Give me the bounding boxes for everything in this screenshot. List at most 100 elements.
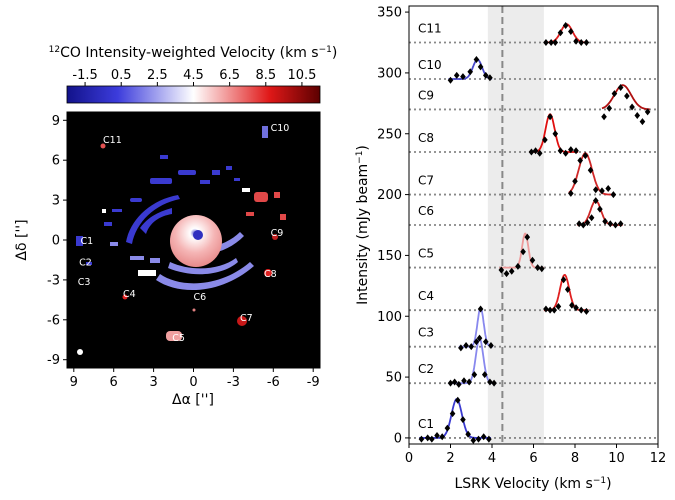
- data-point-c6: [597, 205, 603, 213]
- colorbar-tick-label: 0.5: [111, 68, 132, 83]
- data-point-c3: [473, 338, 480, 346]
- data-point-c5: [524, 233, 531, 241]
- colorbar-title: 12CO Intensity-weighted Velocity (km s−1…: [49, 45, 338, 61]
- y-tick-label: 350: [377, 6, 402, 21]
- data-point-c10: [487, 74, 493, 82]
- data-point-c1: [434, 431, 440, 439]
- data-point-c10: [467, 68, 474, 76]
- x-tick-label: 8: [571, 451, 579, 466]
- data-point-c10: [482, 71, 489, 79]
- data-point-c4: [578, 306, 585, 314]
- data-point-c7: [599, 187, 605, 195]
- map-y-label: Δδ ['']: [14, 219, 30, 260]
- data-point-c10: [447, 76, 454, 84]
- data-point-c1: [444, 424, 451, 432]
- data-point-c3: [477, 305, 484, 313]
- data-point-c8: [528, 148, 535, 156]
- data-point-c11: [552, 39, 559, 46]
- clump-label-c10: C10: [418, 58, 442, 72]
- data-point-c4: [573, 304, 579, 312]
- map-clump-label-c1: C1: [80, 236, 93, 247]
- data-point-c5: [508, 267, 515, 275]
- data-point-c2: [476, 334, 483, 342]
- clump-label-c6: C6: [418, 204, 434, 218]
- data-point-c2: [451, 378, 458, 386]
- data-point-c1: [449, 410, 456, 418]
- data-point-c10: [477, 63, 484, 71]
- map-y-tick-label: 3: [52, 194, 60, 209]
- data-point-c7: [610, 191, 617, 199]
- data-point-c9: [644, 108, 651, 116]
- map-x-label: Δα ['']: [172, 392, 214, 408]
- colorbar-gradient: [66, 85, 321, 104]
- data-point-c6: [580, 221, 587, 229]
- map-x-tick-label: 9: [70, 375, 78, 390]
- map-clump-label-c10: C10: [271, 123, 290, 134]
- fit-c4: [543, 273, 589, 312]
- data-point-c8: [573, 147, 579, 155]
- data-point-c11: [562, 21, 569, 29]
- data-point-c1: [454, 396, 461, 404]
- clump-label-c5: C5: [418, 247, 434, 261]
- map-clump-label-c8: C8: [264, 269, 277, 280]
- data-point-c1: [465, 430, 471, 438]
- data-point-c11: [583, 39, 590, 46]
- data-point-c4: [583, 307, 590, 315]
- data-point-c4: [543, 305, 549, 313]
- data-point-c8: [557, 147, 564, 155]
- data-point-c11: [543, 39, 549, 46]
- map-emission: [76, 126, 286, 355]
- colorbar-tick-label: 6.5: [219, 68, 240, 83]
- map-clump-label-c5: C5: [172, 333, 185, 344]
- map-x-tick-label: -3: [227, 375, 240, 390]
- data-point-c8: [552, 130, 559, 138]
- spectra-plot: C1 C2 C3 C4 C5 C6 C7 C8 C9 C10 C11 0 2 4 6 8 10 12 0 50 100…: [355, 5, 666, 492]
- data-point-c10: [460, 73, 466, 81]
- central-disk: [170, 215, 222, 267]
- data-point-c6: [592, 197, 599, 205]
- map-clump-label-c11: C11: [103, 135, 122, 146]
- fit-c6: [576, 199, 623, 226]
- data-point-c8: [536, 149, 543, 157]
- spectra-y-label: Intensity (mJy beam−1): [355, 145, 371, 305]
- data-point-c9: [611, 90, 618, 98]
- x-tick-label: 10: [608, 451, 625, 466]
- data-point-c1: [429, 435, 435, 443]
- clump-label-c7: C7: [418, 174, 434, 188]
- fit-c9: [601, 84, 650, 111]
- map-x-tick-label: 6: [110, 375, 118, 390]
- data-point-c8: [562, 149, 569, 157]
- data-point-c2: [471, 371, 478, 379]
- clump-label-c11: C11: [418, 22, 442, 36]
- data-point-c4: [551, 306, 558, 314]
- data-point-c2: [461, 377, 467, 385]
- colorbar-tick-label: 10.5: [287, 68, 316, 83]
- data-point-c7: [582, 152, 589, 160]
- map-clump-label-c6: C6: [194, 292, 207, 303]
- data-point-c9: [634, 112, 641, 119]
- data-point-c5: [515, 262, 521, 270]
- data-point-c2: [491, 379, 497, 387]
- colorbar: 12CO Intensity-weighted Velocity (km s−1…: [49, 45, 338, 104]
- data-point-c7: [587, 166, 594, 174]
- data-point-c8: [542, 136, 548, 144]
- data-point-c4: [547, 306, 553, 314]
- map-y-tick-label: 6: [52, 154, 60, 169]
- y-tick-label: 0: [394, 431, 402, 446]
- data-point-c9: [624, 92, 630, 100]
- data-point-c8: [532, 147, 539, 155]
- data-point-c4: [560, 276, 567, 284]
- clump-label-c4: C4: [418, 289, 434, 303]
- data-point-c10: [473, 56, 480, 64]
- data-point-c2: [447, 379, 454, 387]
- colorbar-tick-label: 8.5: [255, 68, 276, 83]
- data-point-c5: [520, 248, 526, 256]
- y-tick-label: 250: [377, 127, 402, 142]
- data-point-c7: [572, 177, 578, 185]
- data-point-c7: [577, 157, 583, 165]
- y-tick-label: 150: [377, 249, 402, 264]
- data-point-c9: [606, 104, 613, 112]
- data-point-c6: [576, 220, 582, 228]
- data-point-c4: [555, 303, 562, 311]
- data-point-c6: [584, 219, 591, 227]
